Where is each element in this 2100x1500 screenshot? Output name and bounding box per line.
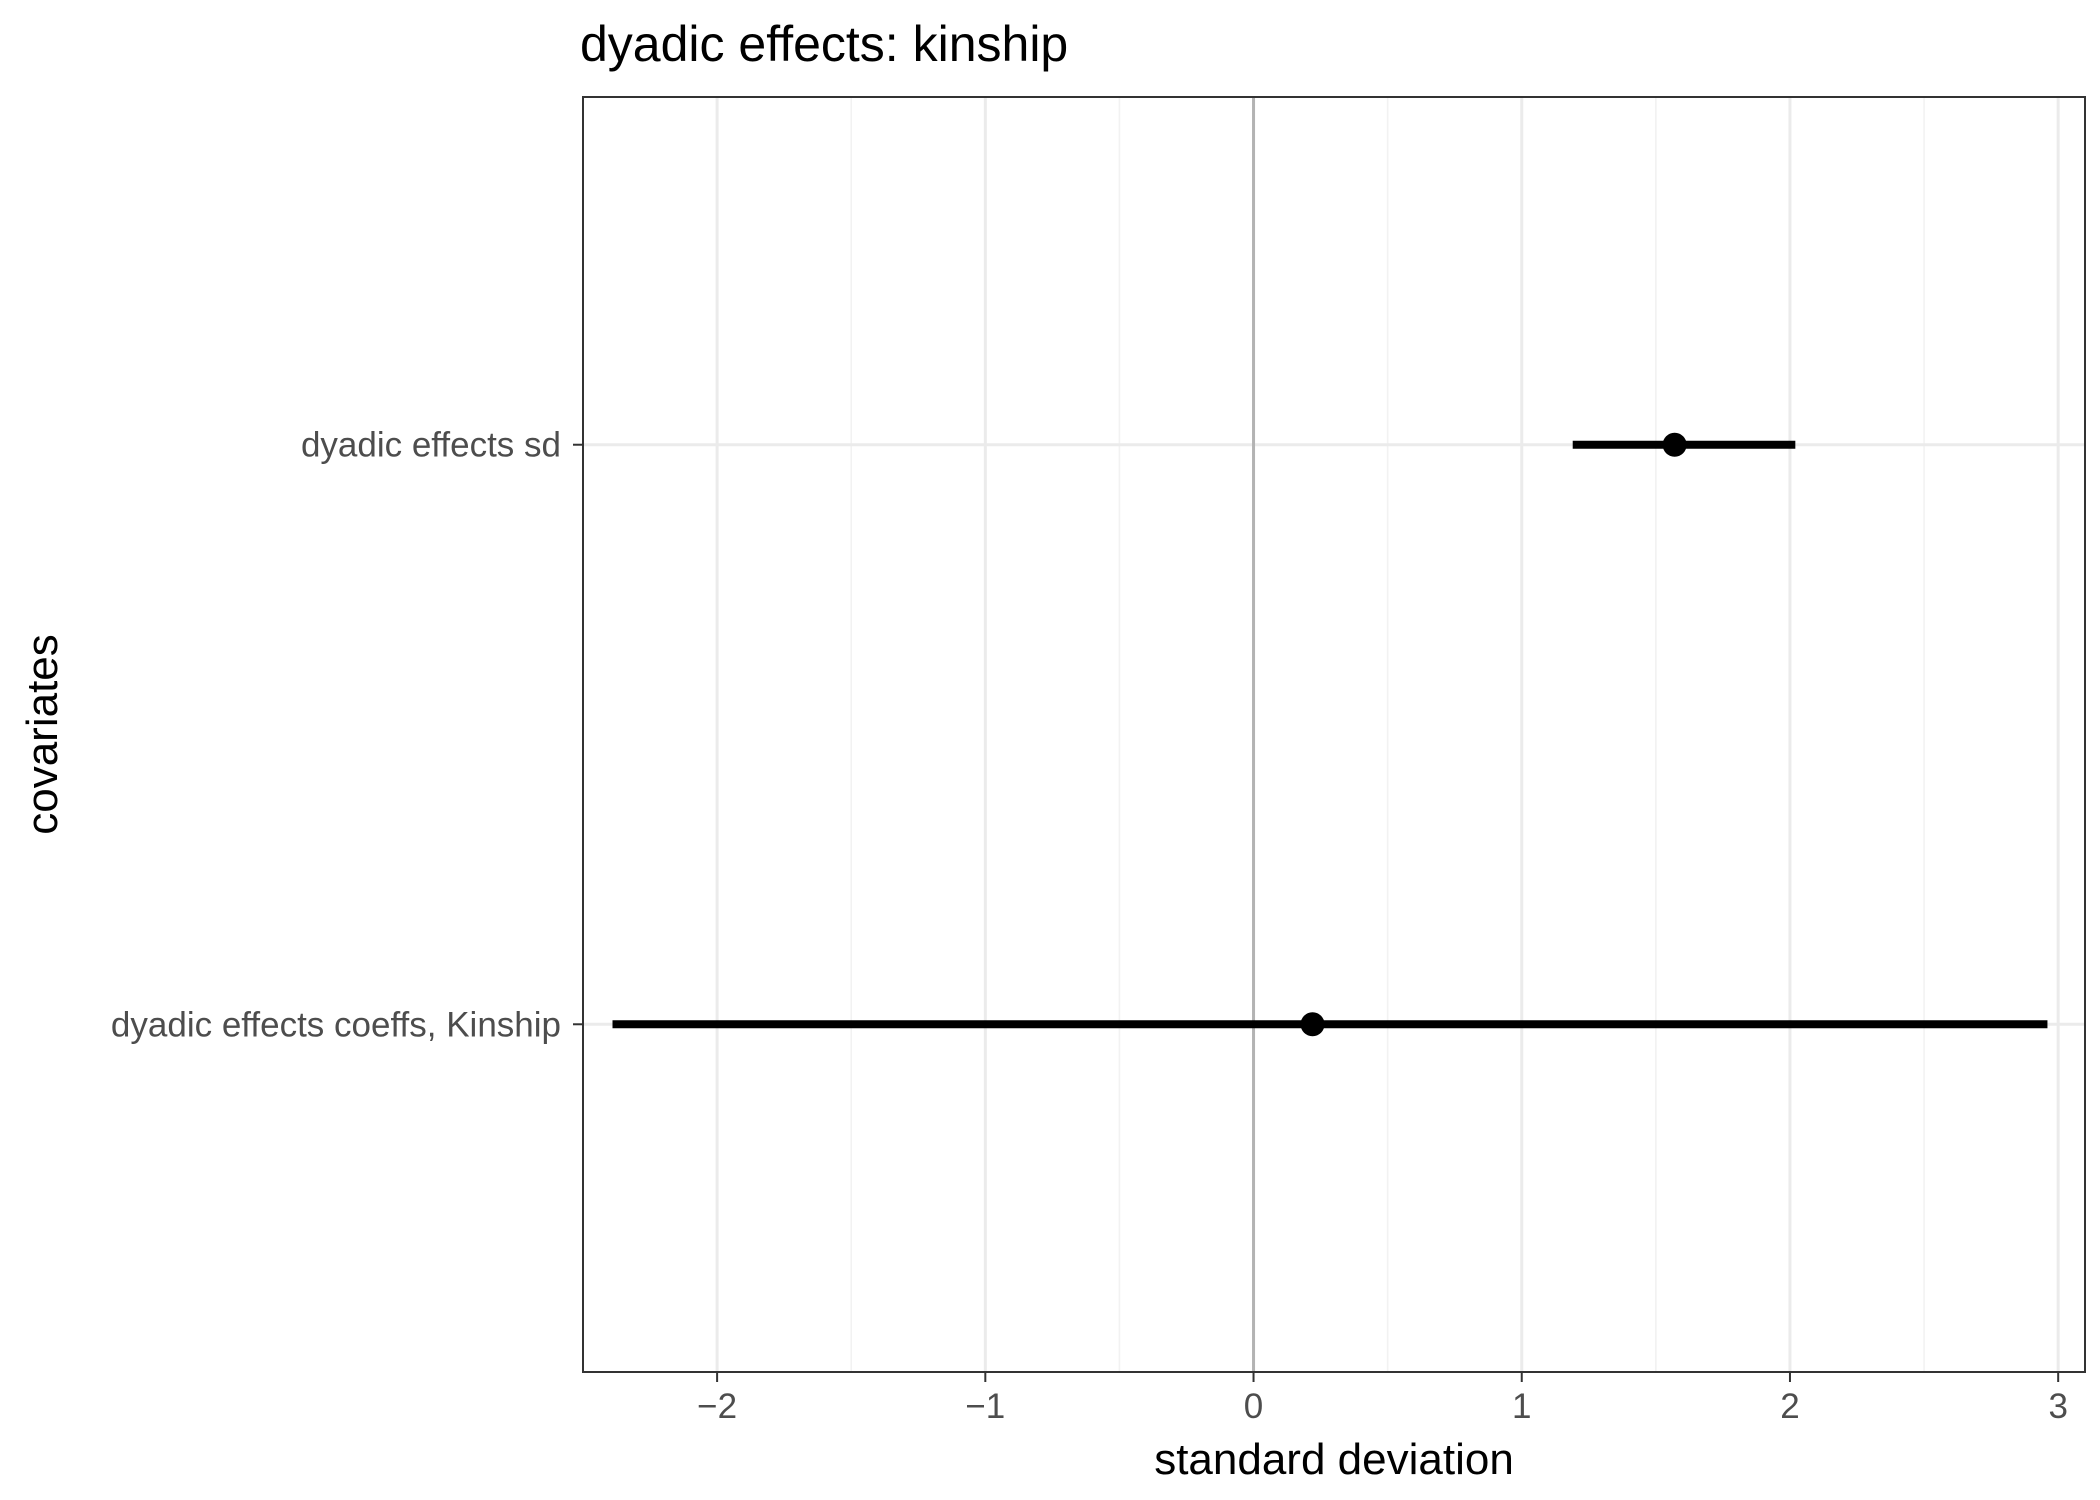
x-tick-label: 2 [1780, 1387, 1799, 1426]
x-tick-label: 1 [1512, 1387, 1531, 1426]
panel-border [582, 96, 2086, 1373]
chart-title: dyadic effects: kinship [580, 16, 1068, 72]
y-tick-label: dyadic effects sd [301, 426, 561, 465]
estimate-point [1662, 432, 1687, 457]
x-tick-label: 0 [1244, 1387, 1263, 1426]
x-axis-title: standard deviation [1154, 1435, 1514, 1484]
y-axis-title: covariates [18, 634, 67, 835]
interval-marks [612, 432, 2048, 1037]
x-tick-label: −1 [965, 1387, 1005, 1426]
estimate-point [1300, 1012, 1325, 1037]
x-tick-label: 3 [2048, 1387, 2067, 1426]
grid-lines [582, 97, 2085, 1372]
axes: −2 −1 0 1 2 3 dyadic effects coeffs, Kinship dy… [111, 426, 2068, 1426]
x-tick-label: −2 [697, 1387, 737, 1426]
y-tick-label: dyadic effects coeffs, Kinship [111, 1005, 561, 1044]
